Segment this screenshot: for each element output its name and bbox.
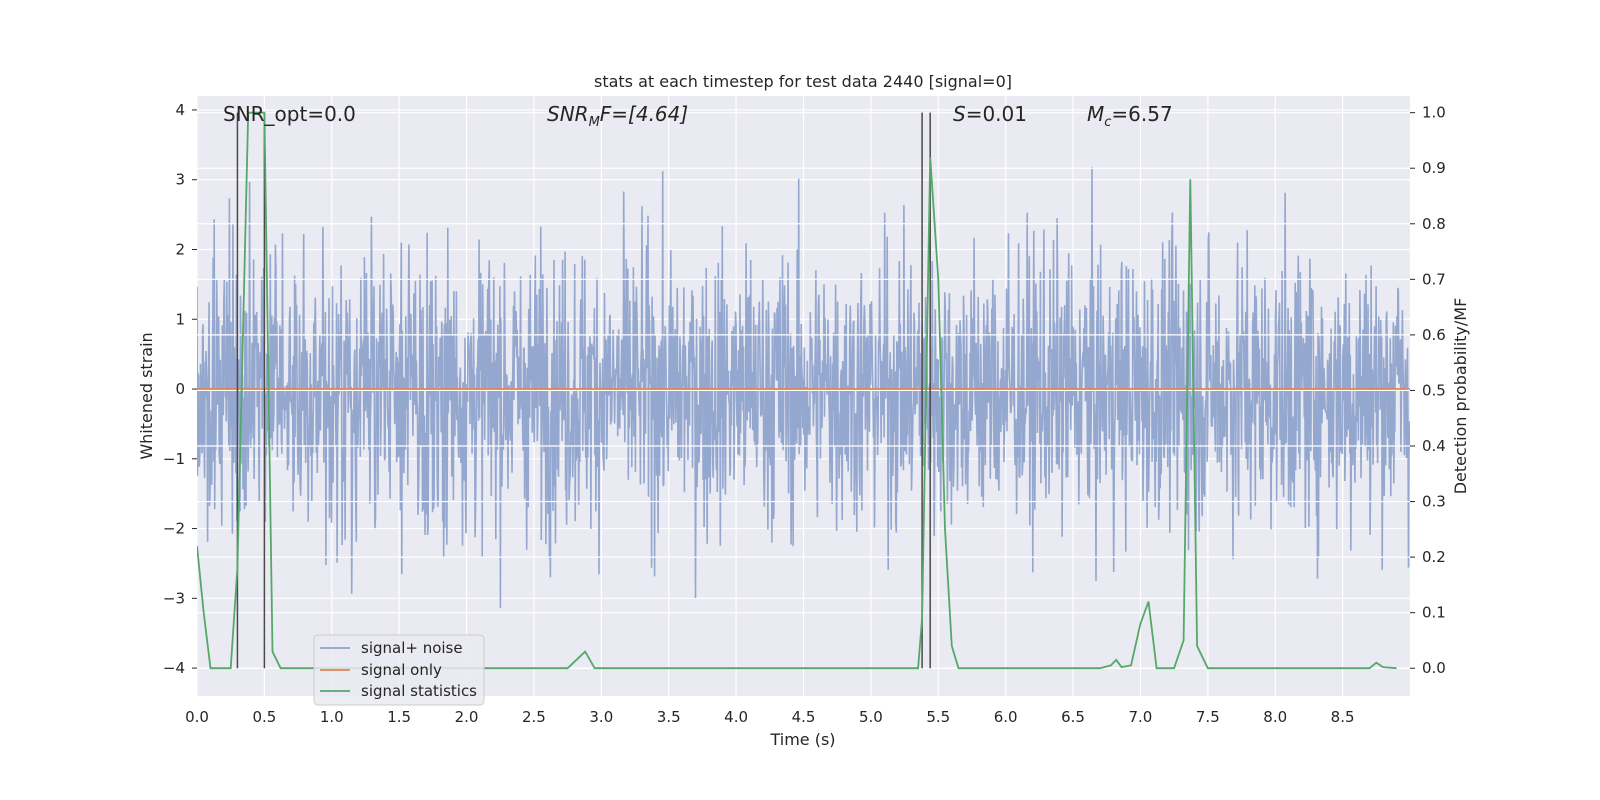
legend-label-stats: signal statistics bbox=[361, 682, 477, 700]
y-right-tick-label: 0.8 bbox=[1422, 215, 1446, 233]
x-tick-label: 5.5 bbox=[926, 708, 950, 726]
annotation-snr-opt: SNR_opt=0.0 bbox=[223, 102, 356, 126]
x-tick-label: 1.0 bbox=[320, 708, 344, 726]
annotation-s-prefix: S bbox=[953, 102, 966, 126]
annotation-s: S=0.01 bbox=[953, 102, 1027, 126]
annotation-snr-mf: SNRMF=[4.64] bbox=[547, 102, 688, 130]
y-right-tick-label: 0.5 bbox=[1422, 381, 1446, 399]
series-signal-noise bbox=[197, 166, 1410, 608]
x-tick-label: 1.5 bbox=[387, 708, 411, 726]
x-tick-label: 4.0 bbox=[724, 708, 748, 726]
x-tick-label: 5.0 bbox=[859, 708, 883, 726]
y-left-tick-label: 0 bbox=[175, 380, 185, 398]
y-right-tick-label: 0.1 bbox=[1422, 604, 1446, 622]
annotation-mc-sub: c bbox=[1104, 115, 1111, 130]
y-left-tick-label: −3 bbox=[163, 589, 185, 607]
annotation-s-rest: =0.01 bbox=[966, 102, 1027, 126]
y-right-tick-label: 0.6 bbox=[1422, 326, 1446, 344]
y-right-tick-label: 0.9 bbox=[1422, 159, 1446, 177]
grid-right-overlay bbox=[197, 112, 1410, 669]
y-left-tick-label: 4 bbox=[175, 101, 185, 119]
annotation-snr-mf-prefix: SNR bbox=[547, 102, 589, 126]
x-tick-label: 3.0 bbox=[589, 708, 613, 726]
x-tick-label: 4.5 bbox=[792, 708, 816, 726]
y-right-tick-label: 0.7 bbox=[1422, 270, 1446, 288]
x-tick-label: 0.5 bbox=[252, 708, 276, 726]
legend-box bbox=[313, 634, 485, 706]
annotation-mc-prefix: M bbox=[1087, 102, 1104, 126]
x-tick-label: 2.0 bbox=[455, 708, 479, 726]
x-tick-label: 0.0 bbox=[185, 708, 209, 726]
x-tick-label: 6.5 bbox=[1061, 708, 1085, 726]
y-right-tick-label: 1.0 bbox=[1422, 104, 1446, 122]
x-tick-label: 6.0 bbox=[994, 708, 1018, 726]
legend-label-signal: signal only bbox=[361, 661, 442, 679]
y-left-tick-label: −2 bbox=[163, 520, 185, 538]
y-left-tick-label: 1 bbox=[175, 310, 185, 328]
x-tick-label: 7.5 bbox=[1196, 708, 1220, 726]
y-left-tick-label: 2 bbox=[175, 240, 185, 258]
y-left-ticks: 4 3 2 1 0 −1 −2 −3 −4 bbox=[163, 101, 197, 677]
x-tick-label: 2.5 bbox=[522, 708, 546, 726]
y-right-tick-label: 0.2 bbox=[1422, 548, 1446, 566]
x-axis-label: Time (s) bbox=[769, 730, 835, 749]
series-signal-statistics bbox=[197, 111, 1397, 670]
y-right-tick-label: 0.3 bbox=[1422, 493, 1446, 511]
x-tick-label: 3.5 bbox=[657, 708, 681, 726]
y-left-axis-label: Whitened strain bbox=[137, 332, 156, 459]
y-right-tick-label: 0.4 bbox=[1422, 437, 1446, 455]
y-left-tick-label: −1 bbox=[163, 450, 185, 468]
x-tick-label: 7.0 bbox=[1129, 708, 1153, 726]
y-right-ticks: 1.0 0.9 0.8 0.7 0.6 0.5 0.4 0.3 0.2 0.1 0.0 bbox=[1410, 104, 1446, 677]
y-right-tick-label: 0.0 bbox=[1422, 659, 1446, 677]
noise-trace bbox=[197, 166, 1410, 608]
annotation-snr-mf-sub: M bbox=[589, 115, 600, 130]
y-left-tick-label: −4 bbox=[163, 659, 185, 677]
legend-label-noise: signal+ noise bbox=[361, 639, 463, 657]
annotation-mc: Mc=6.57 bbox=[1087, 102, 1173, 130]
x-tick-label: 8.0 bbox=[1263, 708, 1287, 726]
legend: signal+ noise signal only signal statist… bbox=[313, 634, 485, 706]
x-tick-label: 8.5 bbox=[1331, 708, 1355, 726]
x-axis-ticks: 0.0 0.5 1.0 1.5 2.0 2.5 3.0 3.5 4.0 4.5 5.0 5.5 6.0 6… bbox=[185, 708, 1354, 726]
y-left-tick-label: 3 bbox=[175, 171, 185, 189]
annotation-mc-rest: =6.57 bbox=[1111, 102, 1172, 126]
chart-title: stats at each timestep for test data 244… bbox=[594, 72, 1012, 91]
y-right-axis-label: Detection probability/MF bbox=[1451, 298, 1470, 495]
annotation-snr-mf-rest: F=[4.64] bbox=[600, 102, 688, 126]
